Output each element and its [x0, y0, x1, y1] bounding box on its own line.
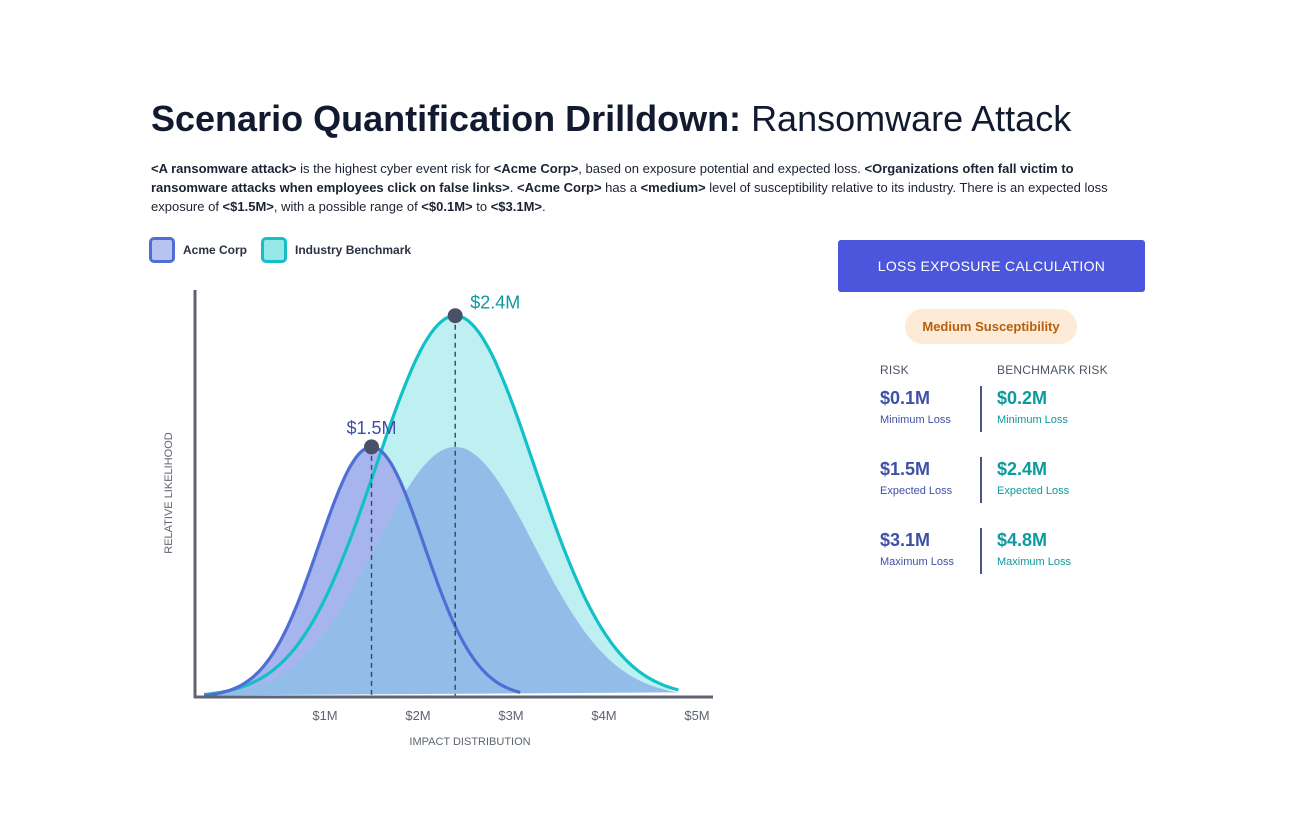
acme-peak-marker	[364, 439, 379, 455]
page-title: Scenario Quantification Drilldown: Ranso…	[151, 96, 1071, 142]
desc-scenario: <A ransomware attack>	[151, 161, 297, 176]
desc-text-2: , based on exposure potential and expect…	[578, 161, 865, 176]
loss-exposure-calculation-button[interactable]: LOSS EXPOSURE CALCULATION	[838, 240, 1145, 292]
acme-curve	[203, 445, 521, 697]
legend-label-benchmark: Industry Benchmark	[295, 243, 412, 257]
benchmark-peak-label: $2.4M	[470, 293, 520, 313]
desc-text-3: .	[509, 180, 517, 195]
desc-max: <$3.1M>	[490, 199, 543, 214]
row-divider	[980, 386, 982, 432]
benchmark-maximum-label: Maximum Loss	[997, 556, 1071, 568]
benchmark-maximum-value: $4.8M	[997, 530, 1048, 550]
risk-minimum-label: Minimum Loss	[880, 414, 951, 426]
chart-legend: Acme Corp Industry Benchmark	[149, 237, 425, 263]
benchmark-minimum-value: $0.2M	[997, 388, 1048, 408]
desc-text-7: to	[472, 199, 491, 214]
desc-expected: <$1.5M>	[222, 199, 274, 214]
risk-expected-value: $1.5M	[880, 459, 931, 479]
title-prefix: Scenario Quantification Drilldown:	[151, 98, 742, 139]
risk-column-header: RISK	[880, 363, 909, 377]
susceptibility-badge: Medium Susceptibility	[905, 309, 1077, 344]
legend-item-acme[interactable]: Acme Corp	[149, 237, 247, 263]
desc-min: <$0.1M>	[421, 199, 473, 214]
x-tick-label: $2M	[405, 708, 430, 723]
x-axis-title: IMPACT DISTRIBUTION	[409, 736, 530, 748]
desc-text-5: level of susceptibility relative to its …	[151, 180, 1108, 214]
desc-text-4: has a	[601, 180, 641, 195]
benchmark-peak-marker	[447, 308, 463, 324]
desc-text-8: .	[542, 199, 546, 214]
risk-minimum-value: $0.1M	[880, 388, 931, 408]
desc-company-2: <Acme Corp>	[517, 180, 602, 195]
risk-maximum-label: Maximum Loss	[880, 556, 954, 568]
benchmark-expected-label: Expected Loss	[997, 485, 1070, 497]
desc-insight: <Organizations often fall victim to rans…	[151, 161, 1074, 195]
risk-expected-label: Expected Loss	[880, 485, 953, 497]
x-tick-label: $5M	[684, 708, 709, 723]
desc-company: <Acme Corp>	[493, 161, 579, 176]
scenario-description: <A ransomware attack> is the highest cyb…	[151, 159, 1111, 216]
x-tick-label: $3M	[498, 708, 523, 723]
row-divider	[980, 457, 982, 503]
overlap-area	[204, 446, 679, 696]
benchmark-expected-value: $2.4M	[997, 459, 1048, 479]
x-tick-label: $1M	[312, 708, 337, 723]
risk-maximum-value: $3.1M	[880, 530, 931, 550]
impact-distribution-chart: $2.4M $1.5M $1M $2M $3M $4M $5M IMPACT DISTRIBU…	[163, 290, 713, 748]
legend-label-acme: Acme Corp	[183, 243, 248, 257]
desc-text-6: , with a possible range of	[273, 199, 422, 214]
legend-swatch-acme	[149, 237, 175, 263]
y-axis-title: RELATIVE LIKELIHOOD	[163, 432, 175, 554]
legend-item-benchmark[interactable]: Industry Benchmark	[261, 237, 411, 263]
desc-level: <medium>	[640, 180, 706, 195]
title-scenario: Ransomware Attack	[751, 98, 1072, 139]
acme-peak-label: $1.5M	[346, 418, 396, 438]
x-tick-label: $4M	[591, 708, 616, 723]
benchmark-curve	[203, 314, 679, 697]
desc-text-1: is the highest cyber event risk for	[296, 161, 494, 176]
row-divider	[980, 528, 982, 574]
legend-swatch-benchmark	[261, 237, 288, 263]
benchmark-minimum-label: Minimum Loss	[997, 414, 1068, 426]
benchmark-column-header: BENCHMARK RISK	[997, 363, 1108, 377]
